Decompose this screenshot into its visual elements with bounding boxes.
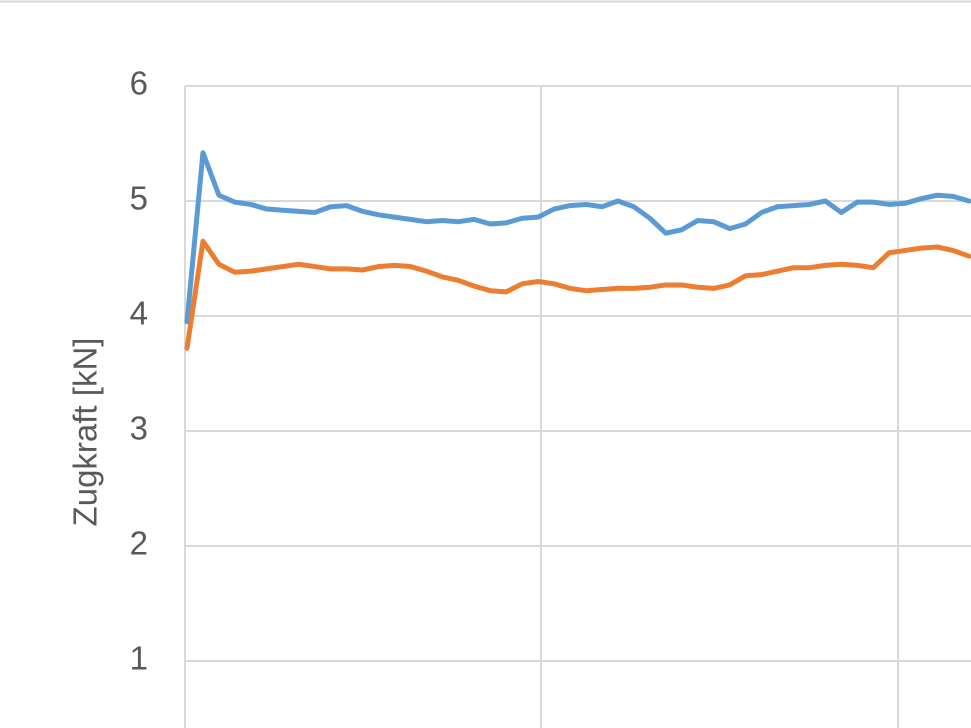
y-tick-label: 3	[130, 410, 148, 447]
y-tick-label: 5	[130, 180, 148, 217]
y-tick-label: 6	[130, 65, 148, 102]
grid	[540, 86, 899, 728]
plot-area	[184, 85, 971, 728]
series-line	[184, 238, 971, 351]
y-tick-label: 2	[130, 525, 148, 562]
series-line	[184, 150, 971, 325]
y-tick-label: 4	[130, 295, 148, 332]
y-tick-label: 1	[130, 640, 148, 677]
y-axis-title: Zugkraft [kN]	[67, 338, 104, 527]
